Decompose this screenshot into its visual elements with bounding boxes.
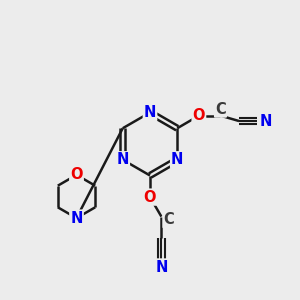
Text: N: N: [171, 152, 184, 167]
Text: N: N: [70, 211, 83, 226]
Text: C: C: [164, 212, 174, 227]
Text: O: O: [144, 190, 156, 205]
Text: O: O: [70, 167, 83, 182]
Text: N: N: [144, 105, 156, 120]
Text: N: N: [259, 113, 272, 128]
Text: N: N: [155, 260, 168, 274]
Text: N: N: [116, 152, 129, 167]
Text: C: C: [215, 101, 226, 116]
Text: O: O: [193, 108, 205, 123]
